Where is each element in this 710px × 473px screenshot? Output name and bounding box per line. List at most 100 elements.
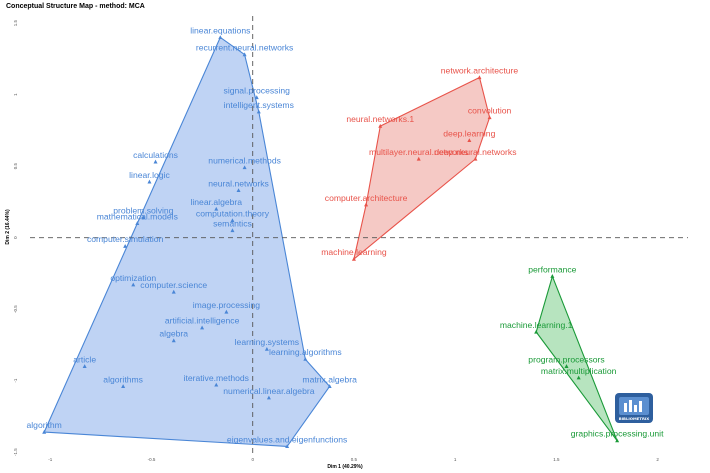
label-program-processors: program.processors <box>528 354 604 364</box>
label-computer-science: computer.science <box>140 280 207 290</box>
label-signal-processing: signal.processing <box>224 86 291 96</box>
label-machine-learning: machine.learning <box>321 247 387 257</box>
point-linear-algebra <box>214 206 219 211</box>
label-artificial-intelligence: artificial.intelligence <box>165 316 240 326</box>
label-intelligent-systems: intelligent.systems <box>224 100 294 110</box>
point-eigenvalues-and-eigenfunctions <box>285 444 290 449</box>
point-algorithms <box>121 384 126 388</box>
label-learning-algorithms: learning.algorithms <box>269 347 342 357</box>
label-optimization: optimization <box>110 273 156 283</box>
y-axis-label: Dim 2 (16.44%) <box>5 209 11 245</box>
label-convolution: convolution <box>468 106 512 116</box>
y-tick-label: 1 <box>13 93 18 96</box>
label-machine-learning-1: machine.learning.1 <box>500 320 573 330</box>
point-linear-logic <box>147 179 152 184</box>
point-deep-neural-networks <box>473 156 478 161</box>
x-tick-label: 1 <box>454 457 457 462</box>
label-algorithm: algorithm <box>26 420 61 430</box>
point-machine-learning <box>351 256 356 261</box>
label-deep-learning: deep.learning <box>443 128 495 138</box>
label-multilayer-neural-networks: multilayer.neural.networks <box>369 147 468 157</box>
point-semantics <box>230 228 235 233</box>
label-article: article <box>73 354 96 364</box>
point-matrix-multiplication <box>576 375 581 380</box>
x-tick-label: 2 <box>656 457 659 462</box>
point-learning-algorithms <box>303 356 308 361</box>
y-tick-label: 0 <box>13 236 18 239</box>
label-computer-architecture: computer.architecture <box>325 193 408 203</box>
point-deep-learning <box>467 138 472 143</box>
x-axis-label: Dim 1 (40.29%) <box>327 464 363 470</box>
label-matrix-algebra: matrix.algebra <box>302 374 357 384</box>
label-calculations: calculations <box>133 150 178 160</box>
reference-lines <box>30 16 688 455</box>
cluster-hull-1 <box>43 36 331 447</box>
point-performance <box>550 274 555 278</box>
point-neural-networks <box>236 188 241 193</box>
x-tick-label: -1 <box>48 457 52 462</box>
point-optimization <box>131 282 136 287</box>
point-computer-science <box>171 289 176 294</box>
point-program-processors <box>564 364 569 368</box>
label-linear-logic: linear.logic <box>129 170 170 180</box>
label-deep-neural-networks: deep.neural.networks <box>434 147 516 157</box>
label-linear-equations: linear.equations <box>190 25 250 35</box>
point-algorithm <box>42 429 47 434</box>
point-algebra <box>171 338 176 343</box>
label-performance: performance <box>528 264 576 274</box>
label-graphics-processing-unit: graphics.processing.unit <box>571 429 664 439</box>
label-numerical-methods: numerical.methods <box>208 156 281 166</box>
point-machine-learning-1 <box>534 329 539 334</box>
label-network-architecture: network.architecture <box>441 65 519 75</box>
y-tick-label: -1 <box>13 378 18 382</box>
point-learning-systems <box>264 346 269 351</box>
label-learning-systems: learning.systems <box>235 337 299 347</box>
point-recurrent-neural-networks <box>242 52 247 57</box>
cluster-hulls <box>43 36 618 447</box>
logo-text: BIBLIOMETRIX <box>619 416 650 421</box>
label-linear-algebra: linear.algebra <box>190 197 242 207</box>
point-neural-networks-1 <box>378 123 383 128</box>
y-tick-label: -0.5 <box>13 305 18 313</box>
label-algebra: algebra <box>159 329 188 339</box>
point-artificial-intelligence <box>200 325 205 330</box>
point-calculations <box>153 159 158 164</box>
x-tick-label: 0.5 <box>351 457 358 462</box>
point-mathematical-models <box>135 221 140 225</box>
bibliometrix-logo: BIBLIOMETRIX <box>615 393 653 423</box>
point-signal-processing <box>254 95 259 100</box>
label-problem-solving: problem.solving <box>113 206 173 216</box>
point-linear-equations <box>218 35 223 40</box>
point-numerical-methods <box>242 165 247 170</box>
x-tick-label: -0.5 <box>148 457 156 462</box>
label-neural-networks-1: neural.networks.1 <box>346 114 414 124</box>
label-eigenvalues-and-eigenfunctions: eigenvalues.and.eigenfunctions <box>227 434 347 444</box>
label-computation-theory: computation.theory <box>196 208 270 218</box>
point-computer-architecture <box>364 202 369 207</box>
label-recurrent-neural-networks: recurrent.neural.networks <box>196 43 293 53</box>
point-image-processing <box>224 309 229 314</box>
point-network-architecture <box>477 75 482 80</box>
point-computation-theory <box>230 218 235 223</box>
y-tick-label: -1.5 <box>13 448 18 456</box>
point-multilayer-neural-networks <box>416 156 421 161</box>
point-labels: linear.equations recurrent.neural.network… <box>26 25 664 444</box>
point-numerical-linear-algebra <box>266 395 271 400</box>
label-algorithms: algorithms <box>103 374 143 384</box>
label-numerical-linear-algebra: numerical.linear.algebra <box>223 386 314 396</box>
label-iterative-methods: iterative.methods <box>184 373 249 383</box>
cluster-hull-3 <box>535 275 618 442</box>
label-mathematical-models: mathematical.models <box>97 211 178 221</box>
chart-title: Conceptual Structure Map - method: MCA <box>6 3 145 10</box>
point-computer-simulation <box>123 244 128 248</box>
label-neural-networks: neural.networks <box>208 178 269 188</box>
point-article <box>82 364 87 368</box>
label-matrix-multiplication: matrix.multiplication <box>541 366 617 376</box>
label-semantics: semantics <box>213 218 252 228</box>
point-convolution <box>487 115 492 120</box>
x-tick-label: 1.5 <box>553 457 560 462</box>
y-tick-label: 0.5 <box>13 163 18 170</box>
point-intelligent-systems <box>256 109 261 114</box>
point-graphics-processing-unit <box>615 438 620 443</box>
